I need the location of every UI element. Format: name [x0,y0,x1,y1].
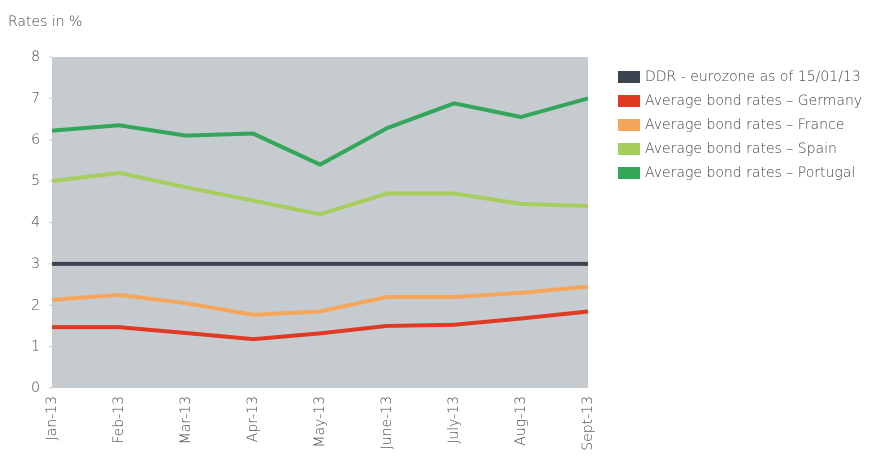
legend-label: Average bond rates – Germany [645,93,862,109]
y-tick-label: 8 [31,49,40,65]
y-tick-label: 6 [31,132,40,148]
x-tick-label: July-13 [446,396,462,444]
legend-label: Average bond rates – France [645,117,844,133]
legend-swatch [618,71,640,83]
y-tick-label: 7 [31,90,40,106]
legend-swatch [618,143,640,155]
series-line [51,96,589,167]
legend-swatch [618,119,640,131]
x-tick-label: May-13 [312,396,328,448]
y-tick-label: 3 [31,256,40,272]
y-tick-label: 4 [31,215,40,231]
x-tick-label: Aug-13 [513,396,529,446]
legend-label: DDR - eurozone as of 15/01/13 [645,69,861,85]
y-axis-label: Rates in % [8,14,82,30]
x-tick-label: June-13 [379,396,395,449]
y-tick-label: 2 [31,297,40,313]
x-tick-label: Feb-13 [111,396,127,444]
legend-swatch [618,95,640,107]
y-tick-label: 5 [31,173,40,189]
series-line [51,170,589,217]
legend-label: Average bond rates – Spain [645,141,837,157]
legend-swatch [618,167,640,179]
series-line [52,309,589,342]
x-tick-label: Jan-13 [44,396,60,440]
y-tick-label: 0 [31,380,40,396]
x-tick-label: Mar-13 [178,396,194,444]
legend-label: Average bond rates – Portugal [645,165,855,181]
y-tick-label: 1 [31,339,40,355]
x-tick-label: Sept-13 [580,396,596,451]
x-tick-label: Apr-13 [245,396,261,442]
series-line [51,284,589,317]
plot-area [52,57,588,388]
